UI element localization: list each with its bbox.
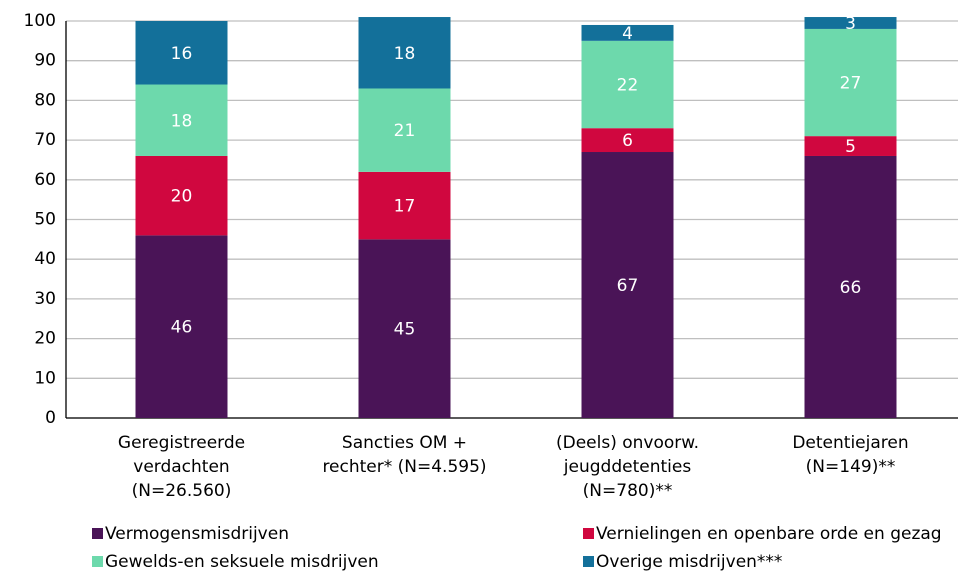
x-tick-label: verdachten	[133, 457, 229, 477]
legend-label: Vernielingen en openbare orde en gezag	[596, 524, 942, 544]
y-tick-label: 0	[45, 408, 56, 428]
y-tick-label: 30	[34, 289, 56, 309]
data-label: 5	[845, 137, 856, 157]
data-label: 18	[394, 44, 416, 64]
data-label: 21	[394, 121, 416, 141]
bar-segment	[581, 128, 674, 153]
data-label: 27	[840, 74, 862, 94]
data-label: 17	[394, 197, 416, 217]
legend-swatch	[92, 556, 103, 567]
x-tick-label: (Deels) onvoorw.	[556, 433, 699, 453]
data-label: 18	[171, 111, 193, 131]
bar-segment	[358, 171, 451, 240]
x-tick-label: Geregistreerde	[118, 433, 245, 453]
x-tick-label: Detentiejaren	[792, 433, 908, 453]
data-label: 16	[171, 44, 193, 64]
x-tick-label: rechter* (N=4.595)	[322, 457, 486, 477]
legend-label: Vermogensmisdrijven	[105, 524, 289, 544]
data-label: 46	[171, 318, 193, 338]
y-tick-label: 80	[34, 90, 56, 110]
bar-segment	[358, 239, 451, 418]
bar-segment	[135, 155, 228, 236]
bar-segment	[358, 17, 451, 89]
bar-segment	[358, 88, 451, 172]
bar-segment	[581, 152, 674, 418]
data-label: 45	[394, 320, 416, 340]
y-tick-label: 60	[34, 170, 56, 190]
x-tick-label: jeugddetenties	[563, 457, 692, 477]
y-tick-label: 20	[34, 329, 56, 349]
bar-segment	[804, 28, 897, 137]
x-tick-label: (N=780)**	[583, 481, 673, 501]
legend-label: Overige misdrijven***	[596, 552, 782, 571]
data-label: 4	[622, 24, 633, 44]
legend-label: Gewelds-en seksuele misdrijven	[105, 552, 379, 571]
data-label: 6	[622, 131, 633, 151]
data-label: 20	[171, 187, 193, 207]
x-tick-label: (N=26.560)	[132, 481, 232, 501]
data-label: 22	[617, 76, 639, 96]
data-label: 66	[840, 278, 862, 298]
y-tick-label: 40	[34, 249, 56, 269]
bar-segment	[804, 155, 897, 419]
bar-segment	[804, 136, 897, 156]
y-tick-label: 70	[34, 130, 56, 150]
x-tick-label: (N=149)**	[806, 457, 896, 477]
legend-swatch	[583, 556, 594, 567]
data-label: 67	[617, 276, 639, 296]
bar-segment	[581, 40, 674, 129]
bar-segment	[135, 235, 228, 418]
bar-segment	[804, 17, 897, 29]
bar-segment	[135, 84, 228, 156]
y-tick-label: 90	[34, 51, 56, 71]
data-label: 3	[845, 14, 856, 34]
bar-segment	[581, 24, 674, 41]
y-tick-label: 50	[34, 210, 56, 230]
legend-swatch	[92, 528, 103, 539]
x-tick-label: Sancties OM +	[342, 433, 467, 453]
legend-swatch	[583, 528, 594, 539]
y-tick-label: 10	[34, 368, 56, 388]
y-tick-label: 100	[24, 11, 56, 31]
bar-segment	[135, 21, 228, 85]
